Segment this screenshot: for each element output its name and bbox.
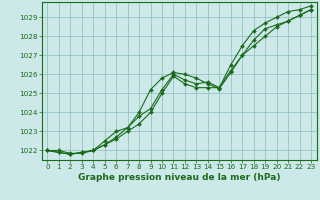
X-axis label: Graphe pression niveau de la mer (hPa): Graphe pression niveau de la mer (hPa) <box>78 173 280 182</box>
